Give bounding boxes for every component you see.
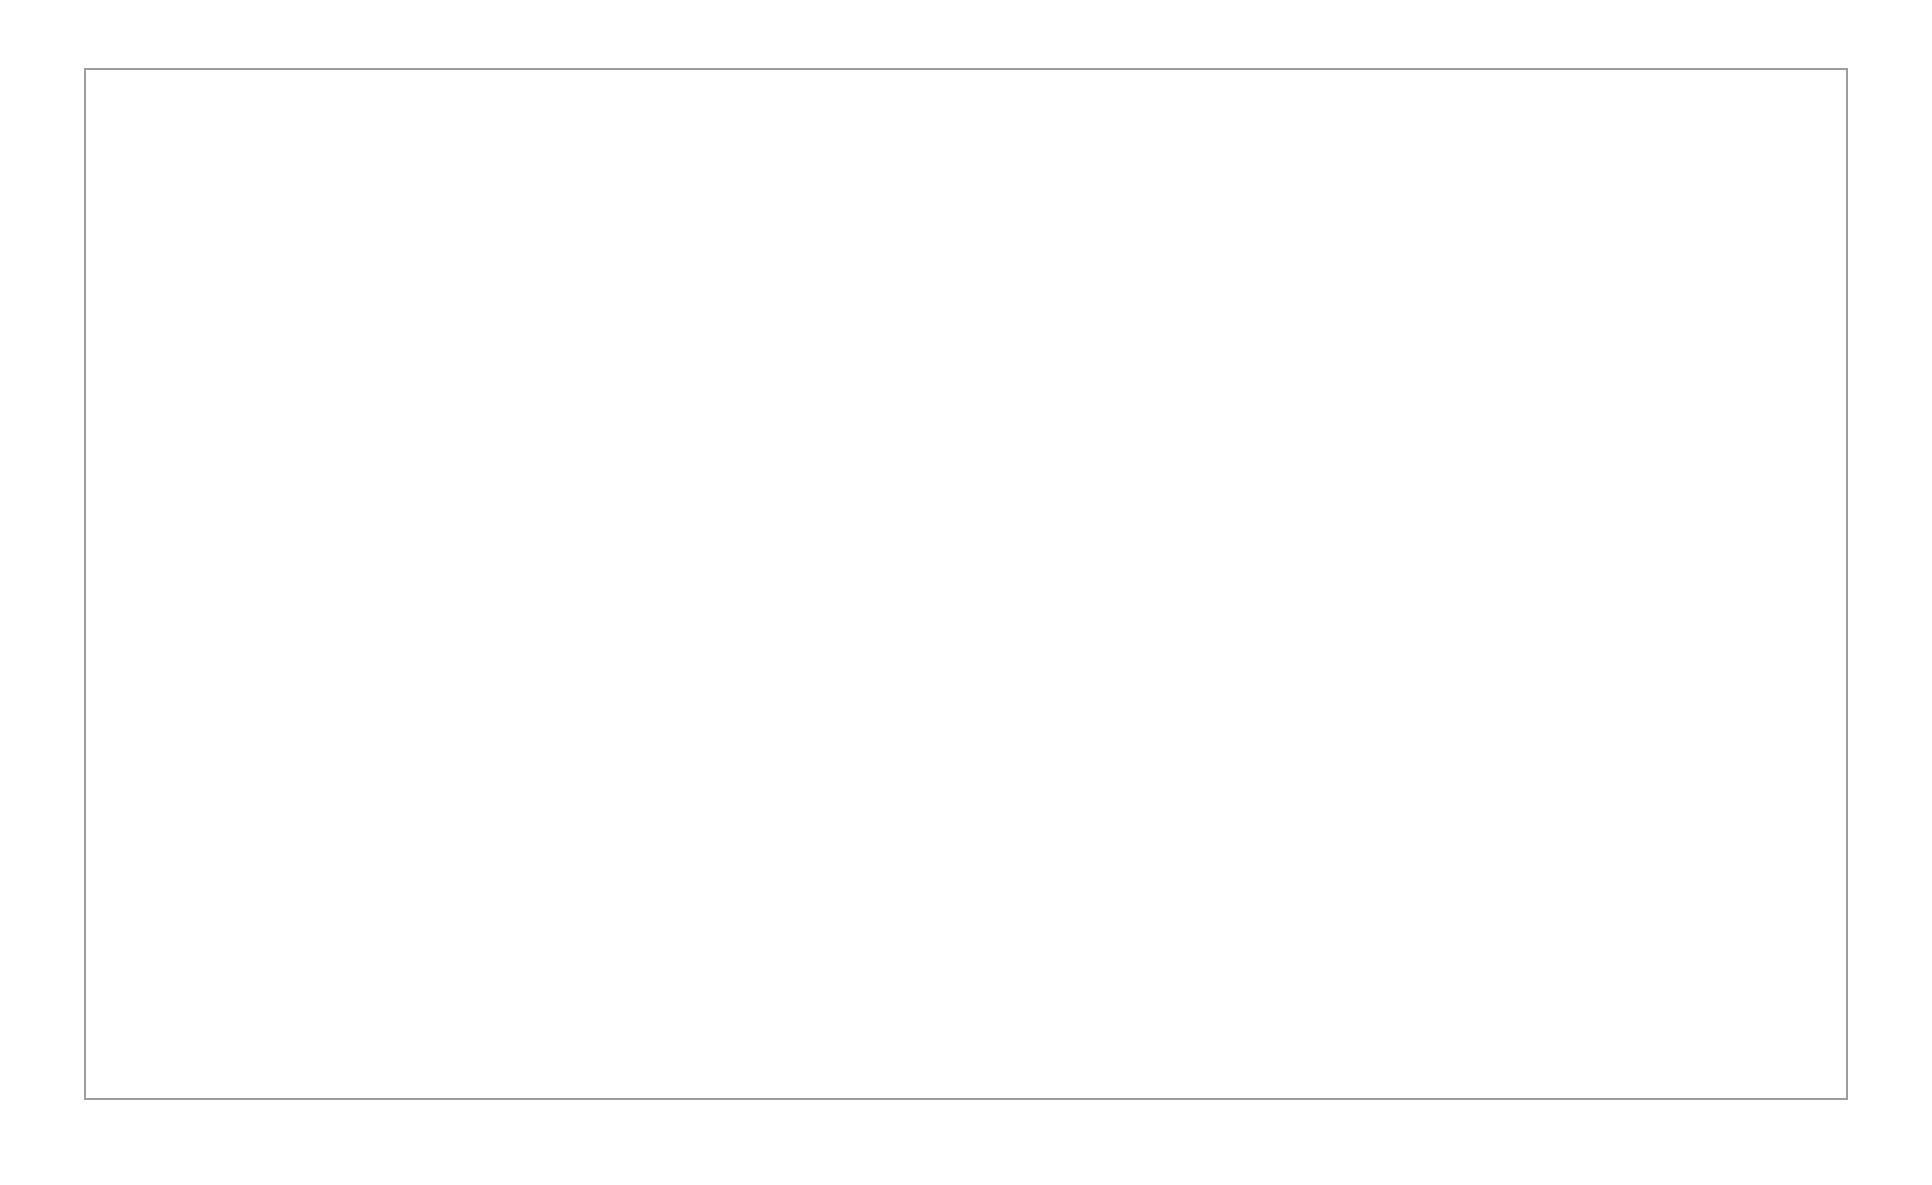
chart-frame-border — [84, 68, 1848, 1100]
